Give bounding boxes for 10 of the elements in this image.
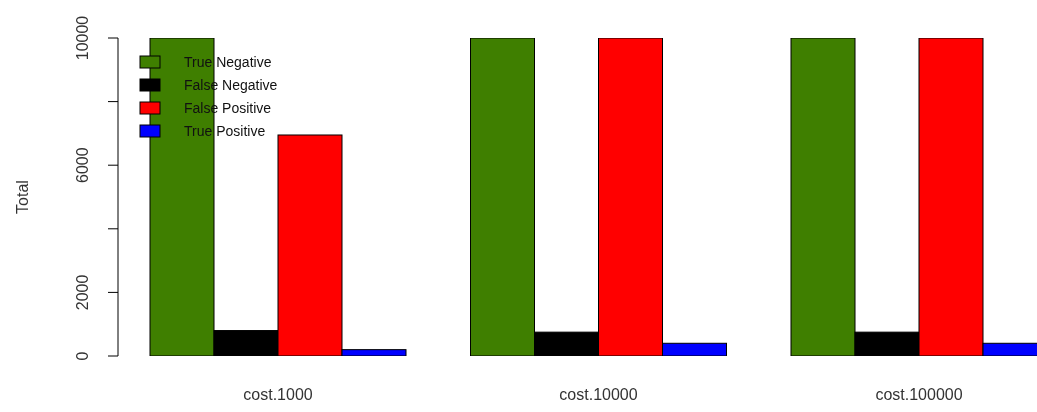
x-tick-label: cost.10000	[559, 386, 638, 403]
y-axis-title: Total	[14, 180, 31, 214]
legend-label: True Negative	[184, 54, 272, 70]
y-tick-label: 2000	[74, 274, 91, 311]
legend-label: True Positive	[184, 123, 266, 139]
x-tick-label: cost.1000	[243, 386, 313, 403]
y-tick-label: 0	[74, 351, 91, 361]
y-tick-label: 10000	[74, 15, 91, 61]
x-tick-label: cost.100000	[875, 386, 963, 403]
y-tick-label: 6000	[74, 147, 91, 183]
